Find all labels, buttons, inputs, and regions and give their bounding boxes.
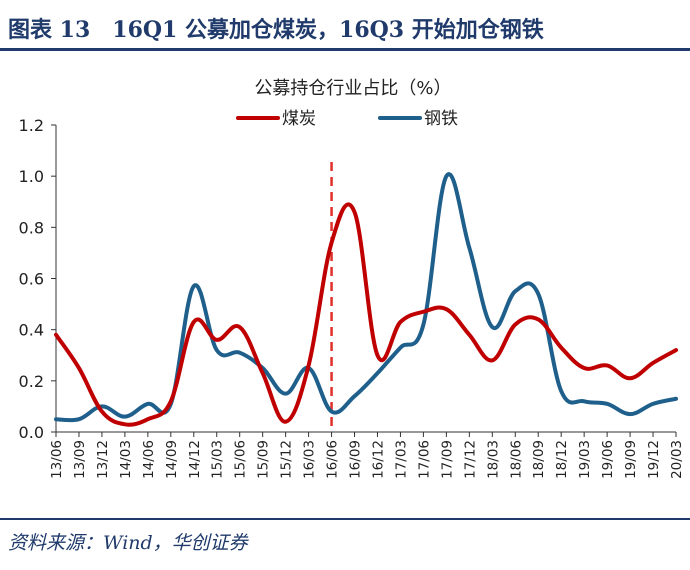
x-tick-label: 15/12 — [279, 440, 295, 479]
x-tick-label: 14/03 — [118, 440, 134, 479]
x-tick-label: 18/03 — [485, 440, 501, 479]
chart-legend: 煤炭 钢铁 — [236, 109, 458, 129]
y-tick-label: 0.2 — [19, 372, 44, 391]
x-tick-label: 18/06 — [508, 440, 524, 479]
series-line-coal — [54, 202, 678, 427]
figure-title: 图表 13 16Q1 公募加仓煤炭，16Q3 开始加仓钢铁 — [8, 17, 544, 43]
x-tick-label: 14/06 — [141, 440, 157, 479]
y-tick-label: 1.0 — [19, 167, 44, 186]
y-tick-label: 0.4 — [19, 321, 44, 340]
x-tick-label: 13/06 — [49, 440, 65, 479]
header-rule — [0, 48, 690, 51]
x-tick-label: 19/09 — [623, 440, 639, 479]
legend-label: 煤炭 — [282, 109, 316, 129]
x-tick-label: 14/12 — [187, 440, 203, 479]
y-tick-label: 0.8 — [19, 218, 44, 237]
y-tick-label: 0.0 — [19, 423, 44, 442]
x-tick-label: 19/03 — [577, 440, 593, 479]
y-tick-label: 0.6 — [19, 270, 44, 289]
x-tick-label: 15/03 — [210, 440, 226, 479]
x-tick-label: 16/06 — [325, 440, 341, 479]
x-tick-label: 18/12 — [554, 440, 570, 479]
legend-item-steel: 钢铁 — [378, 109, 458, 129]
x-tick-label: 19/12 — [646, 440, 662, 479]
chart-title: 公募持仓行业占比（%） — [254, 78, 451, 99]
line-chart: 0.0 0.2 0.4 0.6 0.8 1.0 1.2 13/06 13/09 13/12 14/0… — [19, 78, 685, 479]
x-tick-label: 16/03 — [302, 440, 318, 479]
x-tick-label: 17/12 — [462, 440, 478, 479]
legend-item-coal: 煤炭 — [236, 109, 316, 129]
y-tick-label: 1.2 — [19, 116, 44, 135]
x-tick-label: 17/09 — [439, 440, 455, 479]
x-tick-label: 18/09 — [531, 440, 547, 479]
x-tick-label: 16/12 — [370, 440, 386, 479]
figure-header: 图表 13 16Q1 公募加仓煤炭，16Q3 开始加仓钢铁 — [0, 0, 690, 50]
chart-series — [54, 162, 678, 432]
x-tick-label: 20/03 — [669, 440, 685, 479]
x-tick-label: 15/06 — [233, 440, 249, 479]
x-tick-label: 17/06 — [416, 440, 432, 479]
legend-label: 钢铁 — [424, 109, 458, 129]
x-tick-label: 19/06 — [600, 440, 616, 479]
source-note: 资料来源：Wind，华创证券 — [8, 532, 248, 554]
x-tick-label: 14/09 — [164, 440, 180, 479]
x-tick-label: 13/09 — [72, 440, 88, 479]
x-tick-label: 15/09 — [256, 440, 272, 479]
chart-axes: 0.0 0.2 0.4 0.6 0.8 1.0 1.2 13/06 13/09 13/12 14/0… — [19, 116, 685, 479]
x-tick-label: 17/03 — [393, 440, 409, 479]
x-tick-label: 16/09 — [348, 440, 364, 479]
x-tick-label: 13/12 — [95, 440, 111, 479]
footer-rule — [0, 518, 690, 520]
